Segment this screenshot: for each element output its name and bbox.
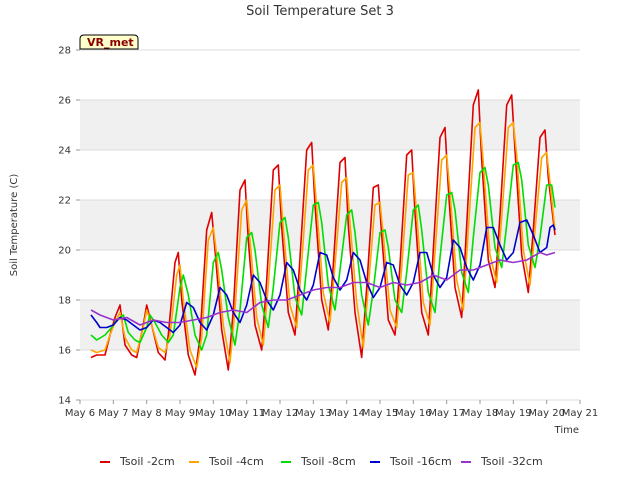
vr-met-badge-label: VR_met [87, 36, 134, 49]
y-tick-label: 24 [58, 146, 71, 157]
legend-label: Tsoil -32cm [480, 455, 543, 468]
x-axis-label: Time [554, 425, 579, 436]
series-layer [90, 89, 556, 376]
series-line-tsoil-32cm [90, 251, 556, 326]
x-tick-label: May 8 [132, 408, 162, 419]
series-line-tsoil-4cm [90, 121, 556, 369]
x-tick-label: May 15 [362, 408, 399, 419]
x-tick-label: May 17 [428, 408, 465, 419]
y-tick-label: 16 [58, 346, 71, 357]
legend-label: Tsoil -2cm [119, 455, 175, 468]
series-line-tsoil-2cm [90, 89, 556, 376]
background-band [80, 50, 580, 100]
chart-title: Soil Temperature Set 3 [246, 4, 394, 19]
vr-met-badge: VR_met [79, 34, 139, 50]
x-tick-label: May 9 [165, 408, 195, 419]
background-band [80, 350, 580, 400]
y-tick-label: 14 [58, 396, 71, 407]
x-tick-label: May 14 [328, 408, 365, 419]
x-tick-label: May 18 [462, 408, 499, 419]
y-tick-label: 20 [58, 246, 71, 257]
x-tick-label: May 6 [65, 408, 95, 419]
x-tick-label: May 12 [262, 408, 299, 419]
x-tick-label: May 20 [528, 408, 565, 419]
legend-label: Tsoil -16cm [389, 455, 452, 468]
series-line-tsoil-16cm [90, 219, 556, 334]
x-tick-label: May 16 [395, 408, 432, 419]
legend-label: Tsoil -4cm [208, 455, 264, 468]
y-tick-label: 18 [58, 296, 71, 307]
plot-background-bands [80, 50, 580, 400]
x-tick-label: May 7 [98, 408, 128, 419]
y-tick-label: 26 [58, 96, 71, 107]
y-tick-label: 22 [58, 196, 71, 207]
legend-label: Tsoil -8cm [300, 455, 356, 468]
y-tick-label: 28 [58, 46, 71, 57]
x-tick-label: May 19 [495, 408, 532, 419]
background-band [80, 200, 580, 250]
y-axis-ticks: 14 16 18 20 22 24 26 28 [58, 46, 80, 407]
x-tick-label: May 13 [295, 408, 332, 419]
legend: Tsoil -2cm Tsoil -4cm Tsoil -8cm Tsoil -16c… [100, 455, 543, 468]
background-band [80, 100, 580, 150]
x-tick-label: May 11 [228, 408, 265, 419]
y-axis-label: Soil Temperature (C) [9, 174, 20, 277]
x-tick-label: May 21 [562, 408, 599, 419]
background-band [80, 150, 580, 200]
x-tick-label: May 10 [195, 408, 232, 419]
